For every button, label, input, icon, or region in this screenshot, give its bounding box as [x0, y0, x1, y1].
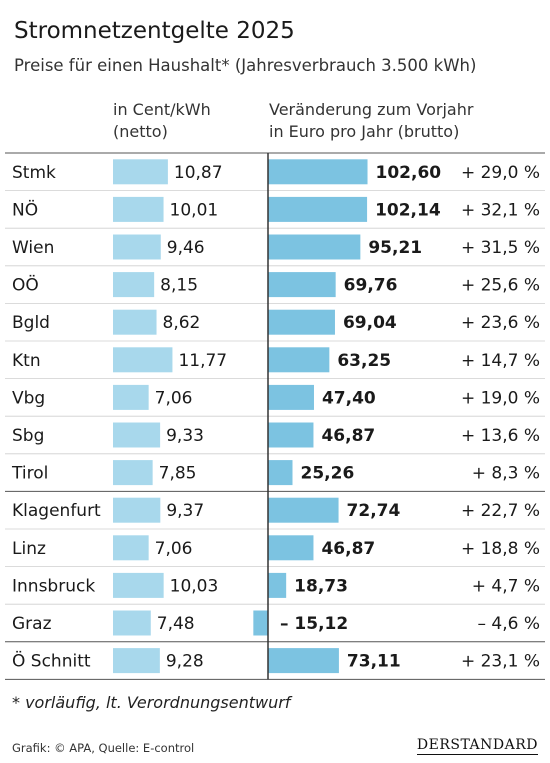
price-value-label: 8,15: [160, 276, 198, 296]
change-value-label: 46,87: [321, 539, 375, 559]
percent-change-label: + 19,0 %: [461, 388, 540, 408]
chart-subtitle: Preise für einen Haushalt* (Jahresverbra…: [14, 56, 477, 75]
price-bar: [113, 535, 149, 561]
category-label: Ö Schnitt: [12, 650, 91, 672]
percent-change-label: + 22,7 %: [461, 501, 540, 521]
change-bar: [268, 234, 361, 260]
category-label: Klagenfurt: [12, 501, 101, 521]
change-bar: [268, 422, 314, 448]
change-value-label: 63,25: [337, 351, 391, 371]
percent-change-label: + 23,1 %: [461, 652, 540, 672]
price-bar: [113, 196, 164, 222]
change-value-label: 47,40: [322, 388, 376, 408]
percent-change-label: + 29,0 %: [461, 163, 540, 183]
change-header-line1: Veränderung zum Vorjahr: [269, 100, 474, 119]
percent-change-label: + 25,6 %: [461, 276, 540, 296]
change-bar: [268, 497, 339, 523]
percent-change-label: + 14,7 %: [461, 351, 540, 371]
price-bar: [113, 648, 160, 674]
percent-change-label: + 32,1 %: [461, 200, 540, 220]
price-value-label: 7,48: [157, 614, 195, 634]
category-label: OÖ: [12, 274, 39, 296]
publisher-logo: DERSTANDARD: [416, 737, 538, 755]
change-bar: [268, 648, 339, 674]
change-column-header: Veränderung zum Vorjahr in Euro pro Jahr…: [269, 99, 473, 143]
percent-change-label: + 13,6 %: [461, 426, 540, 446]
change-bar: [268, 460, 293, 486]
percent-change-label: + 4,7 %: [472, 576, 540, 596]
price-value-label: 11,77: [178, 351, 227, 371]
price-bar: [113, 422, 161, 448]
change-bar: [268, 272, 336, 298]
change-bar: [268, 196, 368, 222]
price-bar: [113, 572, 164, 598]
price-bar: [113, 234, 161, 260]
price-bar: [113, 610, 151, 636]
price-header-line2: (netto): [113, 122, 168, 141]
price-value-label: 9,37: [166, 501, 204, 521]
change-bar: [268, 572, 287, 598]
change-value-label: 72,74: [347, 501, 401, 521]
change-value-label: 102,14: [375, 200, 441, 220]
category-label: Linz: [12, 539, 46, 559]
change-value-label: 102,60: [376, 163, 442, 183]
price-bar: [113, 347, 173, 373]
change-value-label: 25,26: [301, 464, 355, 484]
change-bar: [253, 610, 268, 636]
price-bar: [113, 460, 153, 486]
price-bar: [113, 309, 157, 335]
percent-change-label: + 23,6 %: [461, 313, 540, 333]
price-bar: [113, 384, 149, 410]
change-value-label: 69,76: [344, 276, 398, 296]
price-header-line1: in Cent/kWh: [113, 100, 211, 119]
price-bar: [113, 272, 155, 298]
change-value-label: 46,87: [321, 426, 375, 446]
price-value-label: 7,06: [155, 539, 193, 559]
change-value-label: 73,11: [347, 652, 401, 672]
category-label: Wien: [12, 238, 54, 258]
change-bar: [268, 159, 368, 185]
price-value-label: 10,87: [174, 163, 223, 183]
price-bar: [113, 159, 168, 185]
price-value-label: 10,03: [170, 576, 219, 596]
bar-table-chart: Stmk 10,87 102,60 + 29,0 % NÖ 10,01 102,14 + 32…: [5, 152, 545, 680]
change-value-label: – 15,12: [280, 614, 348, 634]
percent-change-label: + 31,5 %: [461, 238, 540, 258]
change-value-label: 69,04: [343, 313, 397, 333]
category-label: Stmk: [12, 163, 56, 183]
category-label: Ktn: [12, 351, 41, 371]
category-label: Bgld: [12, 313, 50, 333]
category-label: Tirol: [11, 464, 48, 484]
change-value-label: 95,21: [368, 238, 422, 258]
category-label: Vbg: [12, 388, 45, 408]
price-value-label: 9,28: [166, 652, 204, 672]
percent-change-label: + 8,3 %: [472, 464, 540, 484]
change-bar: [268, 309, 335, 335]
price-value-label: 9,33: [166, 426, 204, 446]
change-bar: [268, 384, 314, 410]
chart-title: Stromnetzentgelte 2025: [14, 18, 295, 44]
price-value-label: 10,01: [170, 200, 219, 220]
source-credit: Grafik: © APA, Quelle: E-control: [12, 741, 195, 755]
price-value-label: 9,46: [167, 238, 205, 258]
percent-change-label: + 18,8 %: [461, 539, 540, 559]
price-value-label: 7,06: [155, 388, 193, 408]
percent-change-label: – 4,6 %: [478, 614, 541, 634]
price-value-label: 7,85: [159, 464, 197, 484]
category-label: Innsbruck: [12, 576, 95, 596]
category-label: NÖ: [12, 198, 38, 220]
category-label: Sbg: [12, 426, 44, 446]
change-bar: [268, 535, 314, 561]
change-bar: [268, 347, 330, 373]
change-header-line2: in Euro pro Jahr (brutto): [269, 122, 460, 141]
price-value-label: 8,62: [163, 313, 201, 333]
price-column-header: in Cent/kWh (netto): [113, 99, 211, 143]
footnote: * vorläufig, lt. Verordnungsentwurf: [12, 693, 291, 712]
category-label: Graz: [12, 614, 52, 634]
change-value-label: 18,73: [294, 576, 348, 596]
price-bar: [113, 497, 161, 523]
